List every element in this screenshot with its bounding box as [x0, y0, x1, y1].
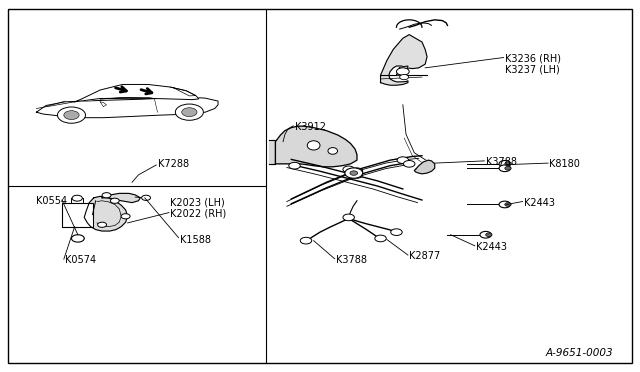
Circle shape	[110, 198, 119, 203]
Circle shape	[343, 214, 355, 221]
Circle shape	[182, 108, 197, 116]
Text: K3912: K3912	[294, 122, 326, 132]
Text: K3788: K3788	[336, 255, 367, 265]
Text: K3788: K3788	[486, 157, 516, 167]
Text: A-9651-0003: A-9651-0003	[545, 348, 613, 358]
Polygon shape	[275, 126, 357, 167]
Ellipse shape	[307, 141, 320, 150]
Circle shape	[72, 235, 84, 242]
Circle shape	[98, 222, 106, 227]
Text: K3236 (RH): K3236 (RH)	[505, 54, 561, 64]
Circle shape	[396, 68, 409, 75]
Text: K2023 (LH): K2023 (LH)	[170, 198, 225, 208]
Polygon shape	[84, 196, 127, 231]
Circle shape	[403, 161, 415, 167]
Polygon shape	[414, 160, 435, 174]
Circle shape	[480, 231, 492, 238]
Circle shape	[505, 162, 511, 166]
Text: K7288: K7288	[157, 159, 189, 169]
Circle shape	[486, 233, 492, 237]
Circle shape	[351, 168, 363, 174]
Text: K2443: K2443	[524, 198, 555, 208]
Circle shape	[175, 104, 204, 120]
Text: K2022 (RH): K2022 (RH)	[170, 209, 227, 219]
Circle shape	[345, 168, 363, 178]
Circle shape	[72, 195, 83, 201]
Circle shape	[58, 107, 86, 123]
Circle shape	[343, 166, 355, 173]
Polygon shape	[381, 35, 427, 85]
Text: K2443: K2443	[476, 242, 507, 252]
Text: K0574: K0574	[65, 255, 96, 265]
Circle shape	[350, 171, 358, 175]
Circle shape	[499, 161, 511, 167]
Bar	[62, 203, 93, 227]
Polygon shape	[102, 193, 140, 203]
Circle shape	[505, 166, 511, 170]
Circle shape	[499, 165, 511, 171]
Circle shape	[505, 203, 511, 206]
Circle shape	[499, 201, 511, 208]
Polygon shape	[75, 84, 199, 102]
Circle shape	[351, 171, 363, 178]
Text: K2877: K2877	[409, 251, 440, 261]
Polygon shape	[36, 97, 218, 118]
Circle shape	[289, 162, 300, 169]
Circle shape	[391, 229, 402, 235]
Text: K1588: K1588	[180, 234, 211, 244]
Ellipse shape	[328, 148, 337, 154]
Polygon shape	[396, 66, 408, 75]
Circle shape	[102, 193, 111, 198]
Circle shape	[375, 235, 387, 242]
Polygon shape	[269, 140, 275, 164]
Circle shape	[397, 157, 408, 163]
Circle shape	[141, 195, 150, 201]
Circle shape	[399, 74, 408, 80]
Circle shape	[121, 214, 130, 219]
Text: K3237 (LH): K3237 (LH)	[505, 65, 559, 75]
Text: K0554: K0554	[36, 196, 68, 206]
Circle shape	[300, 237, 312, 244]
Text: K8180: K8180	[549, 159, 580, 169]
Circle shape	[64, 111, 79, 119]
